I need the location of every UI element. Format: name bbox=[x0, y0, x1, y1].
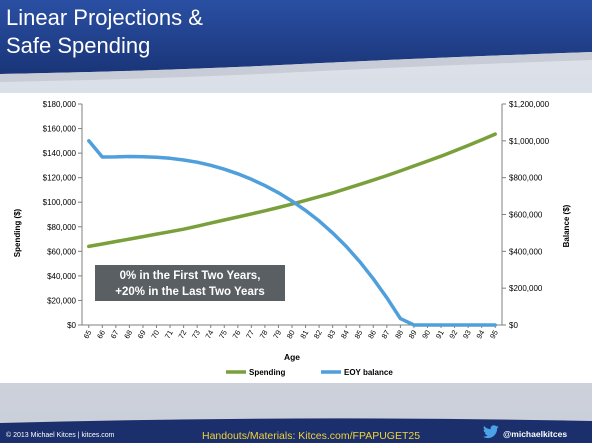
x-tick-label: 72 bbox=[176, 329, 188, 341]
line-chart: $0 $20,000 $40,000 $60,000 $80,000 $100,000 $1… bbox=[13, 100, 571, 377]
twitter-bird-icon bbox=[482, 425, 499, 439]
right-tick-label: $600,000 bbox=[509, 211, 543, 220]
x-tick-label: 86 bbox=[366, 329, 378, 341]
left-tick-label: $0 bbox=[67, 321, 76, 330]
x-tick-label: 69 bbox=[136, 329, 148, 341]
x-tick-label: 91 bbox=[434, 329, 446, 341]
x-tick-label: 67 bbox=[109, 329, 121, 341]
x-tick-label: 81 bbox=[298, 329, 310, 341]
x-tick-label: 89 bbox=[407, 329, 419, 341]
twitter-handle[interactable]: @michaelkitces bbox=[503, 429, 568, 439]
left-tick-label: $120,000 bbox=[43, 174, 77, 183]
balance-series-line bbox=[87, 139, 497, 327]
chart-legend: Spending EOY balance bbox=[226, 368, 393, 377]
left-tick-label: $100,000 bbox=[43, 198, 77, 207]
x-tick-label: 80 bbox=[285, 329, 297, 341]
handouts-link[interactable]: Handouts/Materials: Kitces.com/FPAPUGET2… bbox=[202, 430, 421, 442]
x-tick-label: 77 bbox=[244, 329, 256, 341]
x-tick-label: 87 bbox=[380, 329, 392, 341]
x-tick-label: 78 bbox=[258, 329, 270, 341]
right-tick-label: $1,200,000 bbox=[509, 100, 550, 109]
annotation-line-2: +20% in the Last Two Years bbox=[115, 286, 265, 298]
x-axis-ticks: 65 66 67 68 69 70 71 72 73 74 75 76 77 78 79 80 81 82 83 84… bbox=[82, 325, 500, 340]
x-tick-label: 79 bbox=[271, 329, 283, 341]
right-tick-label: $800,000 bbox=[509, 174, 543, 183]
right-tick-label: $200,000 bbox=[509, 284, 543, 293]
left-tick-label: $80,000 bbox=[47, 223, 76, 232]
x-tick-label: 71 bbox=[163, 329, 175, 341]
x-tick-label: 66 bbox=[95, 329, 107, 341]
x-tick-label: 68 bbox=[122, 329, 134, 341]
slide-title: Linear Projections & Safe Spending bbox=[6, 4, 203, 60]
annotation-callout: 0% in the First Two Years, +20% in the L… bbox=[95, 265, 285, 301]
legend-label-balance: EOY balance bbox=[344, 368, 393, 377]
x-tick-label: 75 bbox=[217, 329, 229, 341]
slide-title-line-1: Linear Projections & bbox=[6, 5, 203, 30]
left-tick-label: $140,000 bbox=[43, 149, 77, 158]
right-axis-ticks: $0 $200,000 $400,000 $600,000 $800,000 $1,000… bbox=[502, 100, 550, 330]
left-tick-label: $180,000 bbox=[43, 100, 77, 109]
left-tick-label: $60,000 bbox=[47, 247, 76, 256]
left-tick-label: $40,000 bbox=[47, 272, 76, 281]
x-tick-label: 93 bbox=[461, 329, 473, 341]
x-tick-label: 88 bbox=[393, 329, 405, 341]
x-tick-label: 73 bbox=[190, 329, 202, 341]
right-tick-label: $0 bbox=[509, 321, 518, 330]
x-axis-label: Age bbox=[284, 352, 300, 362]
x-tick-label: 70 bbox=[149, 329, 161, 341]
copyright-text: © 2013 Michael Kitces | kitces.com bbox=[6, 432, 115, 439]
series-lines bbox=[87, 132, 497, 327]
y-axis-label: Spending ($) bbox=[13, 208, 22, 257]
x-tick-label: 83 bbox=[325, 329, 337, 341]
x-tick-label: 65 bbox=[82, 329, 94, 341]
x-tick-label: 82 bbox=[312, 329, 324, 341]
y2-axis-label: Balance ($) bbox=[562, 204, 571, 247]
x-tick-label: 74 bbox=[203, 329, 215, 341]
left-tick-label: $160,000 bbox=[43, 125, 77, 134]
slide-title-line-2: Safe Spending bbox=[6, 33, 151, 58]
x-tick-label: 95 bbox=[488, 329, 500, 341]
footer-banner bbox=[0, 418, 592, 443]
title-banner bbox=[0, 0, 592, 82]
x-tick-label: 84 bbox=[339, 329, 351, 341]
chart-panel bbox=[0, 93, 592, 383]
x-tick-label: 94 bbox=[474, 329, 486, 341]
left-tick-label: $20,000 bbox=[47, 296, 76, 305]
x-tick-label: 90 bbox=[420, 329, 432, 341]
spending-series-line bbox=[87, 132, 497, 249]
annotation-line-1: 0% in the First Two Years, bbox=[119, 270, 261, 282]
left-axis-ticks: $0 $20,000 $40,000 $60,000 $80,000 $100,000 $1… bbox=[43, 100, 82, 330]
legend-label-spending: Spending bbox=[249, 368, 286, 377]
x-tick-label: 85 bbox=[353, 329, 365, 341]
right-tick-label: $1,000,000 bbox=[509, 137, 550, 146]
x-tick-label: 92 bbox=[447, 329, 459, 341]
right-tick-label: $400,000 bbox=[509, 247, 543, 256]
x-tick-label: 76 bbox=[231, 329, 243, 341]
